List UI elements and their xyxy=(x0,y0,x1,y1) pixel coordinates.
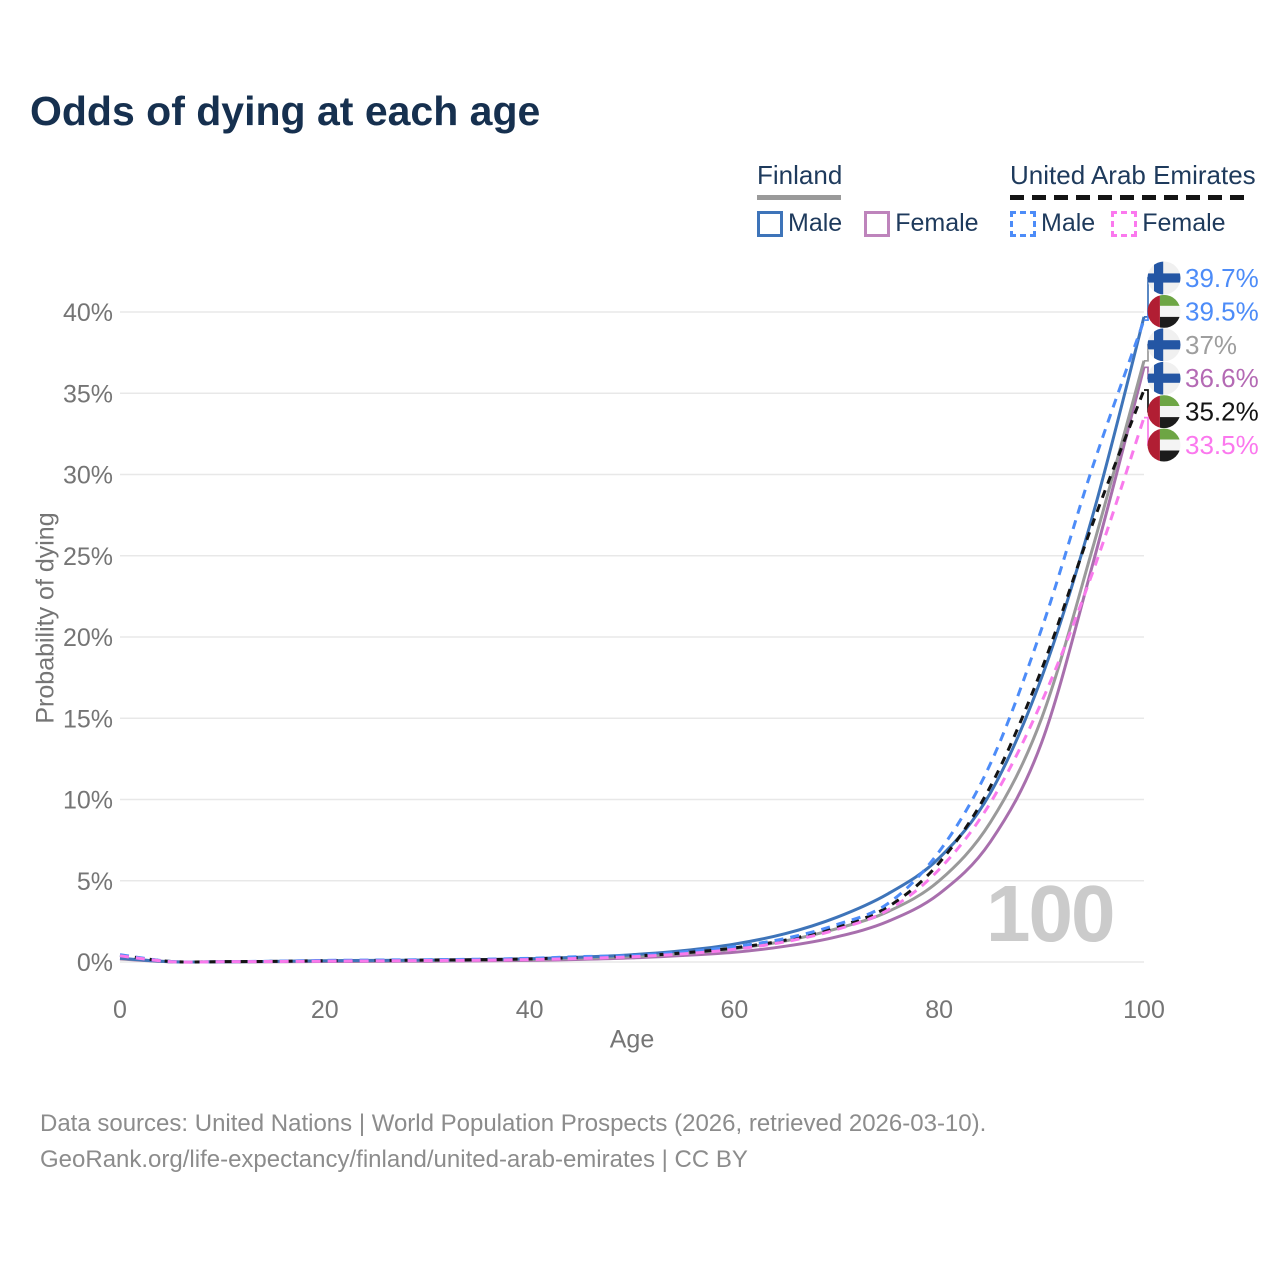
flag-finland-icon xyxy=(1147,328,1181,362)
end-value-label-finland-female: 36.6% xyxy=(1185,363,1259,393)
footer-data-sources: Data sources: United Nations | World Pop… xyxy=(40,1110,987,1137)
legend-header-finland: Finland xyxy=(757,160,843,190)
legend-group-uae: United Arab Emirates Male Female xyxy=(1010,160,1256,238)
y-tick-label-20: 20% xyxy=(63,624,113,652)
series-line-finland-both-sexes[interactable] xyxy=(119,360,1146,964)
flag-finland-icon xyxy=(1147,361,1181,395)
x-tick-label-80: 80 xyxy=(925,996,953,1024)
y-tick-label-15: 15% xyxy=(63,705,113,733)
flag-uae-icon xyxy=(1147,395,1181,429)
legend-label: Male xyxy=(788,209,843,237)
hover-age-watermark: 100 xyxy=(986,869,1115,958)
series-line-united-arab-emirates-female[interactable] xyxy=(119,417,1146,964)
legend-item-finland-female[interactable]: Female xyxy=(864,209,979,238)
flag-finland-icon xyxy=(1147,261,1181,295)
legend-label: Female xyxy=(1142,209,1226,237)
series-line-finland-female[interactable] xyxy=(119,366,1146,964)
x-tick-label-40: 40 xyxy=(516,996,544,1024)
y-tick-label-0: 0% xyxy=(77,949,113,977)
end-value-label-united-arab-emirates-both-sexes: 35.2% xyxy=(1185,397,1259,427)
y-tick-label-40: 40% xyxy=(63,299,113,327)
footer-attribution: GeoRank.org/life-expectancy/finland/unit… xyxy=(40,1146,748,1173)
end-value-label-finland-both-sexes: 37% xyxy=(1185,330,1237,360)
flag-uae-icon xyxy=(1147,428,1181,462)
flag-uae-icon xyxy=(1147,294,1181,328)
x-tick-label-100: 100 xyxy=(1123,996,1165,1024)
uae-male-swatch-icon xyxy=(1010,210,1036,237)
legend-underline-uae xyxy=(1010,195,1248,200)
series-line-finland-male[interactable] xyxy=(119,316,1146,964)
end-value-label-finland-male: 39.7% xyxy=(1185,263,1259,293)
legend-item-uae-female[interactable]: Female xyxy=(1111,209,1226,238)
y-tick-label-10: 10% xyxy=(63,787,113,815)
uae-female-swatch-icon xyxy=(1111,210,1138,237)
series-line-united-arab-emirates-male[interactable] xyxy=(119,319,1146,964)
x-tick-label-60: 60 xyxy=(720,996,748,1024)
end-value-label-united-arab-emirates-female: 33.5% xyxy=(1185,430,1259,460)
y-tick-label-30: 30% xyxy=(63,462,113,490)
legend-item-finland-male[interactable]: Male xyxy=(757,209,842,238)
end-value-label-united-arab-emirates-male: 39.5% xyxy=(1185,296,1259,326)
y-axis-title: Probability of dying xyxy=(31,512,60,724)
y-tick-label-25: 25% xyxy=(63,543,113,571)
y-tick-label-5: 5% xyxy=(77,868,113,896)
legend-header-uae: United Arab Emirates xyxy=(1010,160,1256,190)
y-tick-label-35: 35% xyxy=(63,380,113,408)
page-title: Odds of dying at each age xyxy=(30,88,541,134)
legend-label: Female xyxy=(895,209,979,237)
x-axis-title: Age xyxy=(609,1025,655,1054)
legend-label: Male xyxy=(1041,209,1096,237)
x-tick-label-20: 20 xyxy=(311,996,339,1024)
legend-item-uae-male[interactable]: Male xyxy=(1010,209,1095,238)
legend-group-finland: Finland Male Female xyxy=(757,160,979,238)
finland-female-swatch-icon xyxy=(864,210,891,237)
series-line-united-arab-emirates-both-sexes[interactable] xyxy=(119,389,1146,964)
legend-underline-finland xyxy=(757,195,841,200)
finland-male-swatch-icon xyxy=(757,210,783,237)
x-tick-label-0: 0 xyxy=(113,996,127,1024)
